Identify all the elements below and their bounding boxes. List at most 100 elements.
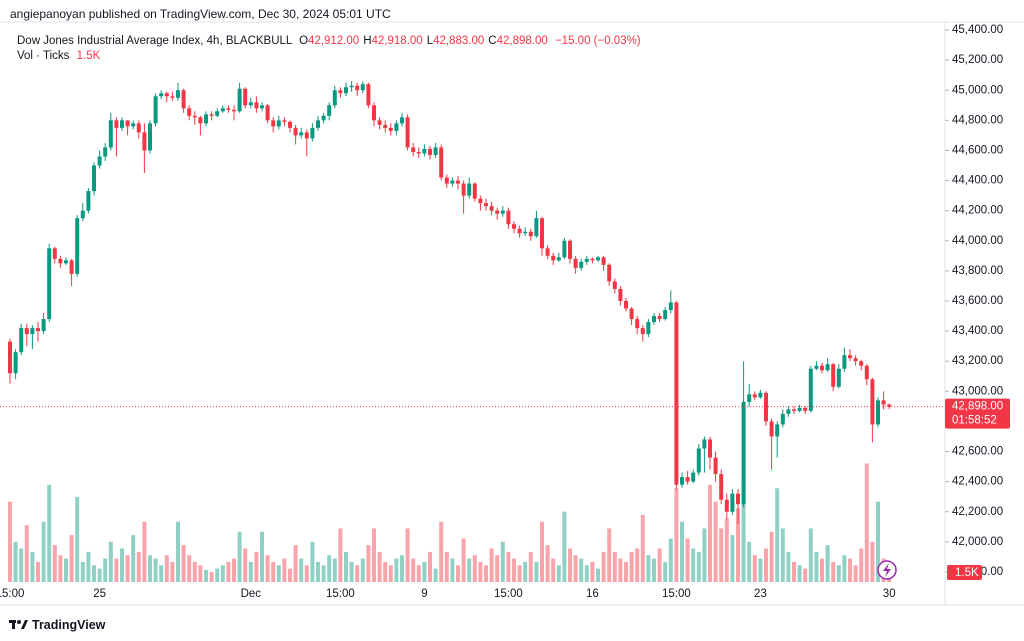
candle-body xyxy=(495,210,500,214)
candle-body xyxy=(69,260,74,274)
candle-body xyxy=(164,93,169,97)
volume-bar xyxy=(394,558,399,582)
volume-bar xyxy=(422,561,427,582)
candle-body xyxy=(820,365,824,371)
volume-bar xyxy=(685,538,690,582)
volume-bar xyxy=(433,568,438,582)
volume-bar xyxy=(848,558,852,582)
volume-bar xyxy=(758,558,763,582)
volume-bar xyxy=(545,545,550,582)
candle-body xyxy=(836,368,841,387)
candle-body xyxy=(344,87,348,94)
candle-body xyxy=(388,127,393,131)
y-tick-label: 45,200.00 xyxy=(952,54,1003,66)
tradingview-logo xyxy=(9,620,28,629)
candle-body xyxy=(254,102,259,109)
volume-bar xyxy=(108,541,113,582)
candle-body xyxy=(265,105,270,121)
candle-body xyxy=(741,401,746,505)
volume-bar xyxy=(136,551,141,582)
candle-body xyxy=(573,258,578,268)
x-tick-label: 25 xyxy=(93,588,106,600)
candle-body xyxy=(338,90,343,94)
volume-bar xyxy=(528,551,533,582)
candle-body xyxy=(97,156,102,166)
candle-body xyxy=(181,90,186,109)
candle-body xyxy=(747,394,752,402)
volume-bar xyxy=(540,521,544,582)
volume-bar xyxy=(708,484,712,582)
volume-bar xyxy=(780,528,785,582)
y-tick-label: 45,400.00 xyxy=(952,24,1003,36)
volume-bar xyxy=(232,558,236,582)
candle-body xyxy=(204,114,208,124)
volume-bar xyxy=(646,555,651,582)
candle-body xyxy=(551,255,556,261)
candle-body xyxy=(8,341,12,374)
volume-bar xyxy=(607,528,612,582)
volume-bar xyxy=(299,558,304,582)
volume-bar xyxy=(355,565,360,582)
volume-bar xyxy=(859,548,864,582)
candle-body xyxy=(377,120,382,125)
candle-body xyxy=(853,358,858,362)
candle-body xyxy=(528,231,533,237)
candle-body xyxy=(92,165,96,192)
volume-bar xyxy=(47,484,52,582)
volume-bar xyxy=(75,496,80,582)
candle-body xyxy=(864,365,869,380)
volume-bar xyxy=(366,545,371,582)
y-tick-label: 44,000.00 xyxy=(952,235,1003,247)
volume-bar xyxy=(377,551,382,582)
volume-bar xyxy=(472,555,477,582)
y-tick-label: 43,600.00 xyxy=(952,295,1003,307)
candle-body xyxy=(428,148,432,155)
candle-body xyxy=(775,424,780,437)
volume-bar xyxy=(444,551,449,582)
volume-bar xyxy=(590,561,595,582)
volume-bar xyxy=(204,569,208,582)
candle-body xyxy=(596,257,600,261)
volume-bar xyxy=(691,548,696,582)
candle-body xyxy=(797,407,802,411)
volume-bar xyxy=(97,568,102,582)
x-tick-label: 23 xyxy=(754,588,767,600)
candle-body xyxy=(187,108,192,116)
candle-body xyxy=(120,120,124,128)
y-tick-label: 43,400.00 xyxy=(952,325,1003,337)
candle-body xyxy=(125,120,130,127)
volume-bar xyxy=(663,561,668,582)
candle-body xyxy=(590,258,595,261)
candle-body xyxy=(30,328,35,335)
candle-body xyxy=(243,88,248,106)
candle-body xyxy=(736,493,740,505)
volume-bar xyxy=(321,565,326,582)
volume-bar xyxy=(148,555,152,582)
candle-body xyxy=(237,88,242,112)
candle-body xyxy=(411,147,416,152)
candle-body xyxy=(450,180,455,184)
volume-bar xyxy=(640,515,645,582)
candle-body xyxy=(584,258,589,262)
volume-bar xyxy=(215,568,220,582)
legend-key: C xyxy=(488,35,497,47)
candle-body xyxy=(730,493,735,512)
volume-bar xyxy=(164,555,169,582)
candle-body xyxy=(680,477,684,485)
legend-line: Dow Jones Industrial Average Index, 4h, … xyxy=(17,35,641,47)
publisher-line: angiepanoyan published on TradingView.co… xyxy=(10,7,391,21)
candle-body xyxy=(148,123,152,151)
y-tick-label: 43,000.00 xyxy=(952,385,1003,397)
volume-bar xyxy=(803,568,808,582)
candle-body xyxy=(556,257,561,261)
candle-body xyxy=(512,224,516,229)
volume-bar xyxy=(411,558,416,582)
volume-bar xyxy=(80,561,85,582)
legend-value: 42,898.00 xyxy=(496,35,548,47)
volume-bar xyxy=(808,528,813,582)
volume-bar xyxy=(176,521,180,582)
volume-bar xyxy=(831,561,836,582)
volume-bar xyxy=(836,565,841,582)
